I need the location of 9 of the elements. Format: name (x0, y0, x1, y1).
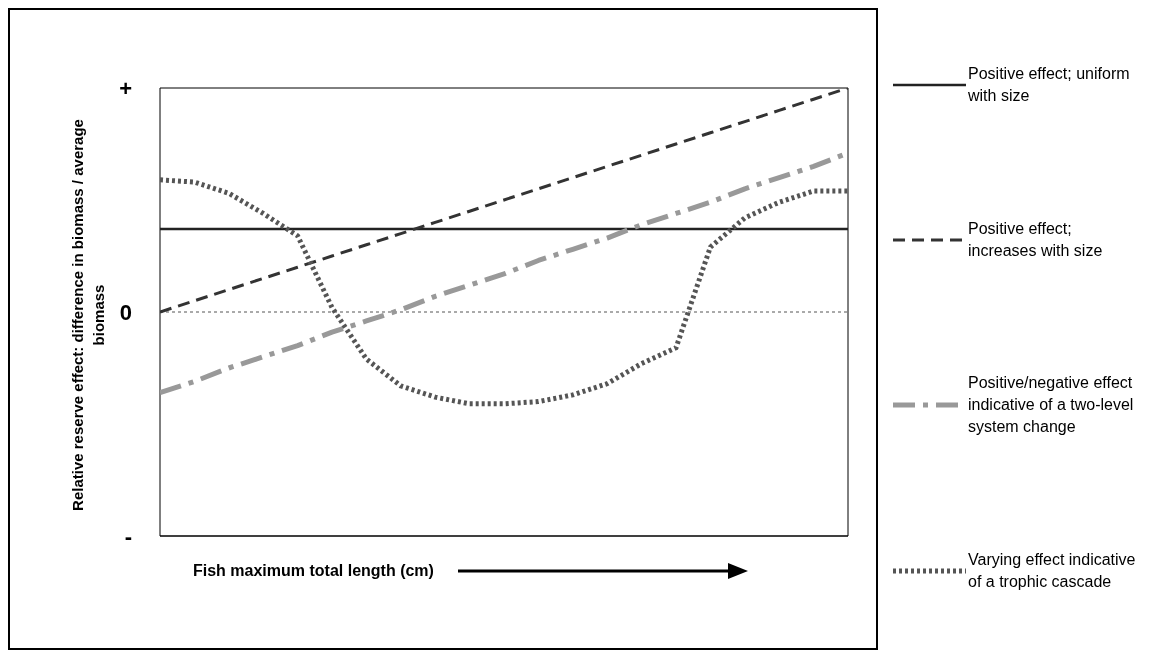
text: Fish maximum total length (cm) (193, 562, 434, 580)
text: 0 (119, 299, 132, 325)
legend-label: Positive effect; increases with size (968, 218, 1104, 261)
y-axis-title: Relative reserve effect: difference in biomass / average biomass (68, 118, 108, 513)
legend-label: Positive effect; uniform with size (968, 64, 1131, 107)
legend-label: Positive/negative effect indicative of a two-level system change (968, 373, 1135, 438)
text: - (124, 523, 132, 549)
legend-label: Varying effect indicative of a trophic cascade (968, 549, 1137, 592)
text: + (119, 75, 132, 101)
